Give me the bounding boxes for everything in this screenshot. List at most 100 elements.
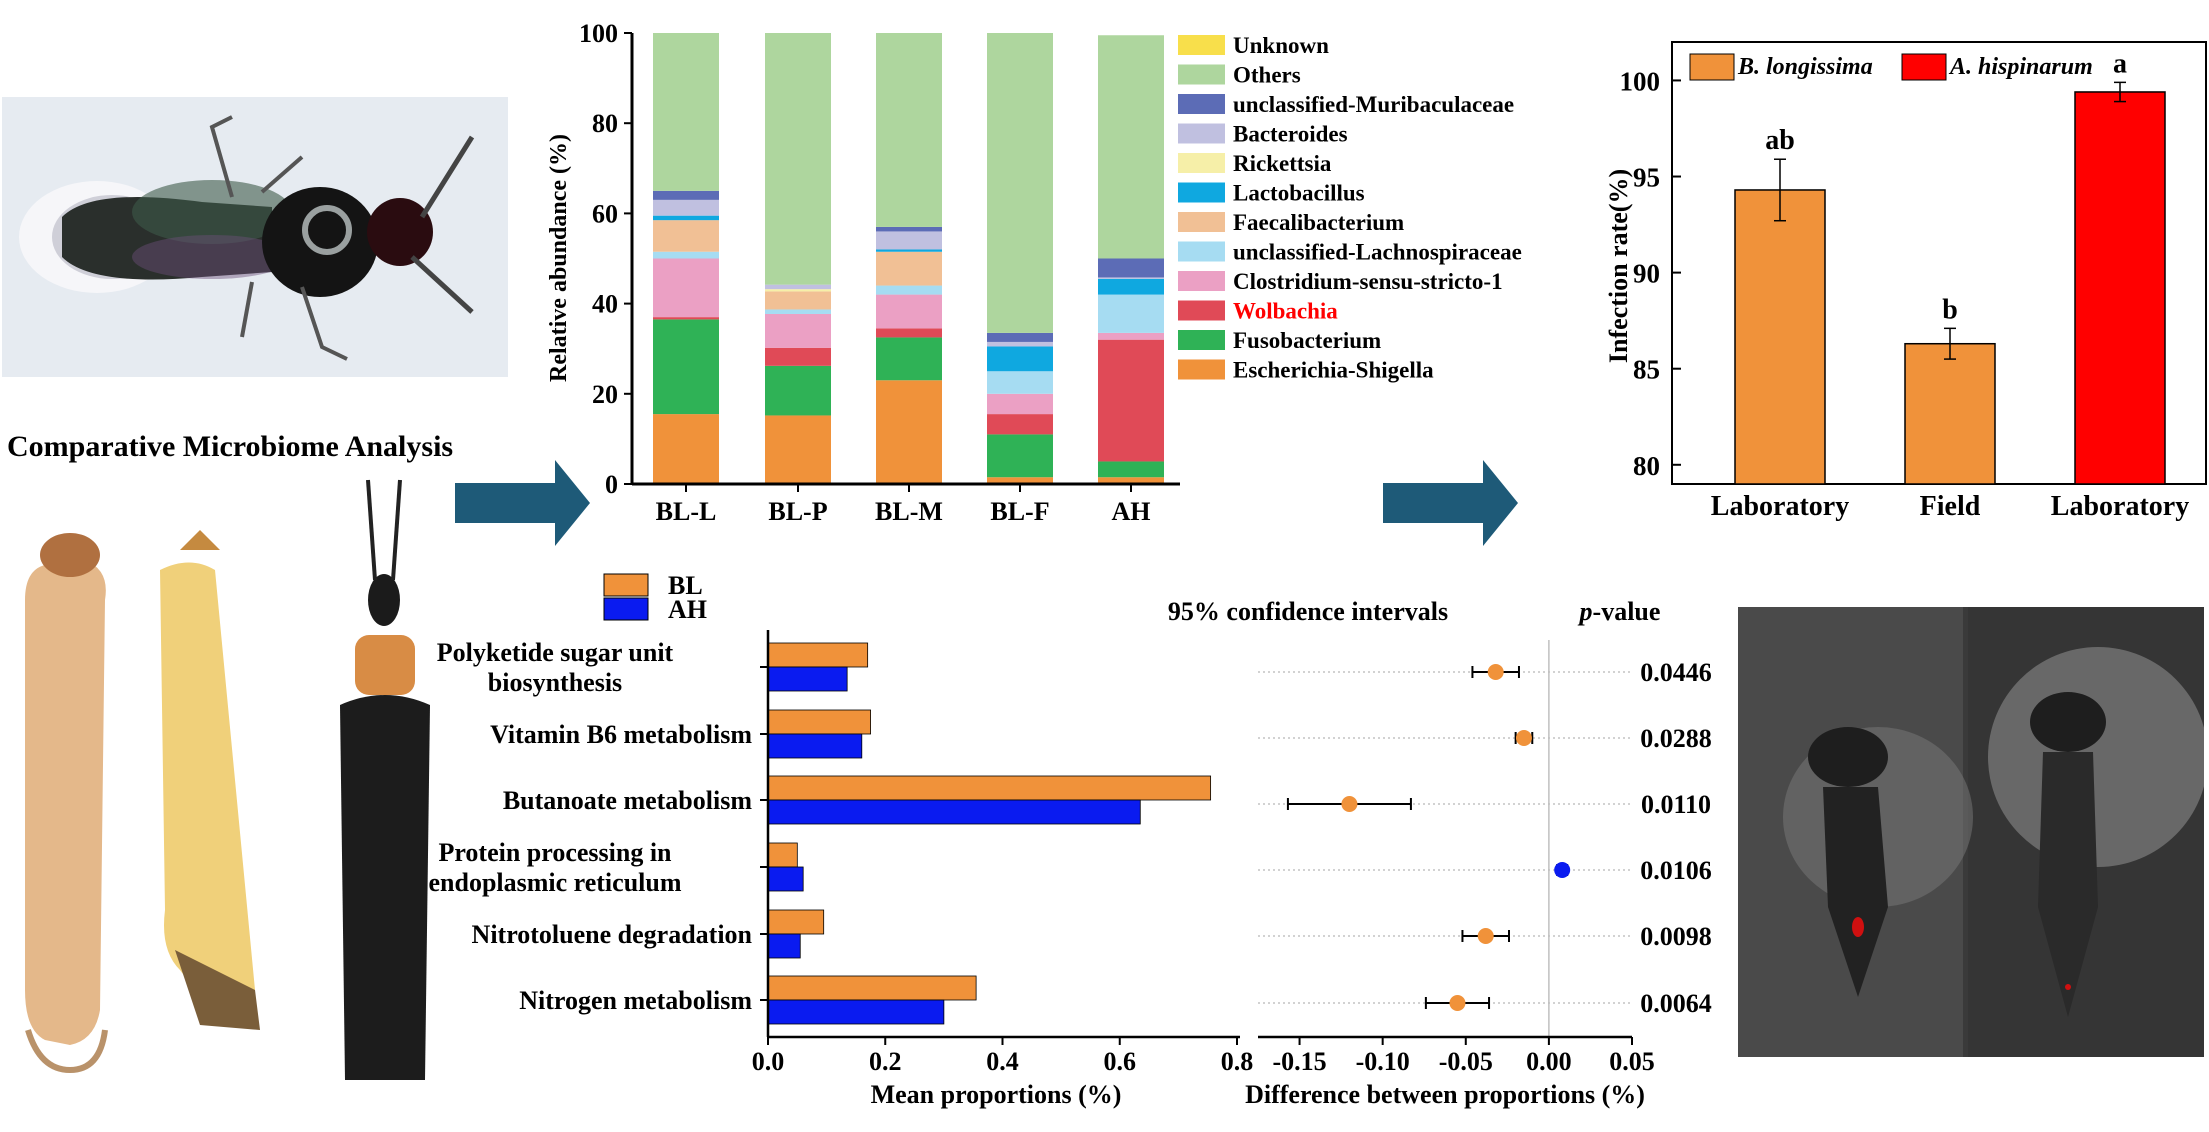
stacked-segment-ah-2: [1098, 339, 1164, 462]
hbar-bl-4: [767, 909, 825, 935]
stacked-segment-bl-f-1: [987, 434, 1053, 478]
pvalue-3: 0.0106: [1640, 856, 1712, 885]
infection-y-tick-0: 80: [1633, 451, 1660, 481]
stacked-segment-bl-l-0: [653, 414, 719, 484]
infection-bar-2: [2074, 91, 2166, 485]
stacked-segment-bl-p-1: [765, 365, 831, 416]
legend-label-9: Wolbachia: [1233, 299, 1338, 324]
legend-label-6: Faecalibacterium: [1233, 210, 1404, 235]
legend-label-ahispinarum: A. hispinarum: [1948, 54, 2093, 80]
ci-title: 95% confidence intervals: [1168, 597, 1448, 626]
stacked-segment-bl-p-3: [765, 313, 831, 348]
hbar-x-tick-3: 0.6: [1104, 1047, 1137, 1076]
stacked-segment-bl-l-4: [653, 251, 719, 259]
confidence-interval-chart: 95% confidence intervals p-value -0.15 -0…: [1168, 597, 1712, 1109]
legend-label-blongissima: B. longissima: [1737, 54, 1873, 80]
legend-swatch-0: [1178, 35, 1225, 55]
legend-swatch-4: [1178, 153, 1225, 173]
stacked-segment-bl-f-8: [987, 341, 1053, 347]
wasp-photo: [2, 97, 508, 377]
hbar-y-label-5: Nitrogen metabolism: [519, 986, 752, 1015]
stacked-segment-bl-m-5: [876, 251, 942, 286]
ci-point-0: [1487, 664, 1504, 680]
pvalue-2: 0.0110: [1641, 790, 1711, 819]
stacked-segment-bl-f-6: [987, 346, 1053, 372]
stacked-y-tick-1: 20: [592, 380, 618, 409]
hbar-bl-5: [767, 975, 977, 1001]
stacked-segment-ah-10: [1098, 35, 1164, 259]
stacked-segment-ah-3: [1098, 332, 1164, 340]
legend-swatch-ahispinarum: [1901, 53, 1947, 81]
stacked-segment-bl-l-9: [653, 190, 719, 200]
stacked-segment-bl-f-2: [987, 414, 1053, 435]
stacked-segment-ah-4: [1098, 294, 1164, 333]
stacked-x-tick-2: BL-M: [875, 497, 943, 526]
pvalue-5: 0.0064: [1640, 989, 1712, 1018]
stacked-legend: Unknown Others unclassified-Muribaculaceae…: [1178, 33, 1522, 383]
ci-point-3: [1554, 862, 1571, 878]
legend-swatch-3: [1178, 123, 1225, 144]
hbar-ah-3: [767, 866, 804, 892]
legend-swatch-bl: [603, 573, 649, 597]
stacked-segment-bl-m-3: [876, 294, 942, 329]
infection-x-tick-2: Laboratory: [2051, 491, 2189, 522]
larvae-photos: [0, 470, 430, 1080]
infection-bar-0: [1734, 189, 1826, 485]
infection-x-tick-1: Field: [1920, 491, 1981, 522]
stacked-segment-bl-m-1: [876, 337, 942, 381]
legend-label-0: Unknown: [1233, 33, 1329, 58]
hbar-ah-5: [767, 999, 945, 1025]
hbar-ah-0: [767, 666, 848, 692]
stacked-segment-bl-p-7: [765, 289, 831, 292]
hbar-x-tick-2: 0.4: [986, 1047, 1019, 1076]
stacked-segment-bl-m-10: [876, 33, 942, 227]
legend-swatch-6: [1178, 212, 1225, 232]
stacked-y-tick-5: 100: [579, 19, 618, 48]
stacked-segment-bl-m-0: [876, 380, 942, 484]
legend-label-2: unclassified-Muribaculaceae: [1233, 92, 1514, 117]
legend-label-5: Lactobacillus: [1233, 181, 1365, 206]
stacked-segment-bl-l-3: [653, 258, 719, 318]
pvalue-header: p-value: [1578, 597, 1661, 626]
hbar-x-tick-0: 0.0: [752, 1047, 785, 1076]
hbar-bl-1: [767, 709, 871, 735]
legend-swatch-ah: [603, 597, 649, 621]
hbar-bars: [767, 642, 1212, 1025]
stacked-bar-chart: 0 20 40 60 80 100 BL-L BL-P BL-M BL-F AH Relative…: [546, 19, 1522, 526]
stacked-segment-ah-8: [1098, 277, 1164, 279]
stacked-segment-bl-f-9: [987, 332, 1053, 342]
legend-label-3: Bacteroides: [1233, 122, 1348, 147]
hbar-ah-1: [767, 733, 863, 759]
stacked-segment-bl-f-10: [987, 33, 1053, 333]
stacked-segment-ah-6: [1098, 278, 1164, 295]
arrow-icon-2: [1383, 460, 1518, 546]
hbar-y-label-0-b: biosynthesis: [488, 668, 622, 697]
stacked-segment-bl-l-5: [653, 220, 719, 252]
legend-swatch-1: [1178, 64, 1225, 85]
legend-label-7: unclassified-Lachnospiraceae: [1233, 240, 1522, 265]
hbar-y-label-3-a: Protein processing in: [438, 838, 672, 867]
infection-y-label: Infection rate(%): [1604, 169, 1633, 363]
hbar-ah-2: [767, 799, 1141, 825]
stacked-segment-bl-p-8: [765, 284, 831, 290]
infection-y-tick-3: 95: [1633, 163, 1660, 193]
ci-points: [1286, 664, 1571, 1011]
legend-label-8: Clostridium-sensu-stricto-1: [1233, 269, 1503, 294]
hbar-y-label-4: Nitrotoluene degradation: [472, 920, 753, 949]
hbar-bl-3: [767, 842, 798, 868]
infection-legend: B. longissima A. hispinarum: [1689, 53, 2093, 81]
stacked-segment-bl-p-0: [765, 415, 831, 484]
stacked-segment-bl-m-2: [876, 328, 942, 338]
ci-point-2: [1341, 796, 1358, 812]
hbar-x-label: Mean proportions (%): [871, 1080, 1122, 1109]
infection-letter-0: ab: [1765, 125, 1795, 156]
infection-bar-1: [1904, 342, 1996, 485]
stacked-y-tick-0: 0: [605, 470, 618, 499]
hbar-ah-4: [767, 933, 801, 959]
arrow-icon-1: [455, 460, 590, 546]
legend-swatch-8: [1178, 271, 1225, 291]
stacked-x-tick-0: BL-L: [656, 497, 717, 526]
